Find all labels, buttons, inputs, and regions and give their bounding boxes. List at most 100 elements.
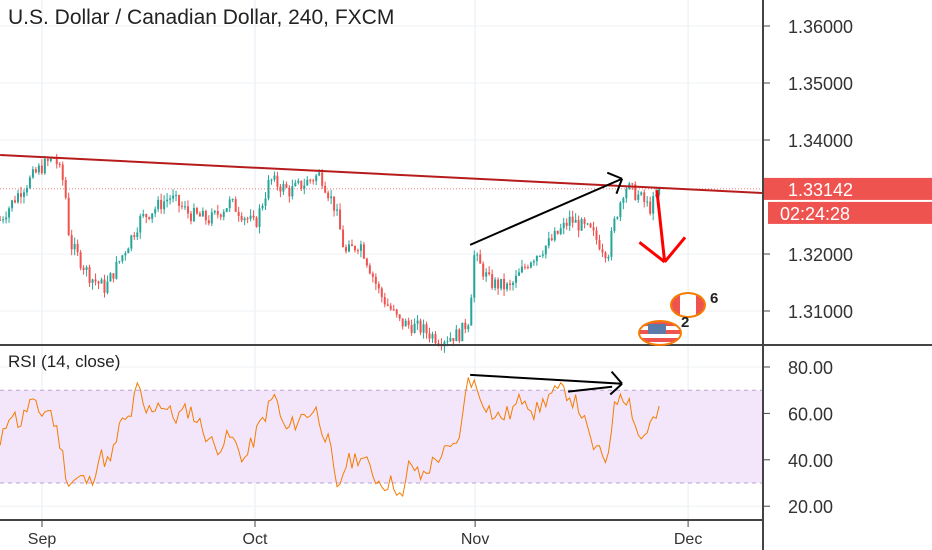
candle-body xyxy=(43,159,46,174)
candle-body xyxy=(571,216,574,223)
price-arrow[interactable] xyxy=(655,189,667,263)
candle-body xyxy=(222,211,225,217)
candle-body xyxy=(306,179,309,186)
candle-body xyxy=(31,169,34,178)
candle-body xyxy=(422,324,425,333)
rsi-divergence-line[interactable] xyxy=(470,373,623,385)
candle-body xyxy=(643,192,646,202)
rsi-title: RSI (14, close) xyxy=(8,352,121,371)
candle-body xyxy=(136,232,139,237)
candle-body xyxy=(139,216,142,233)
us-event-icon[interactable] xyxy=(638,320,682,346)
candle-body xyxy=(392,309,395,311)
candle-body xyxy=(568,216,571,226)
candle-body xyxy=(532,261,535,263)
candle-body xyxy=(312,180,315,182)
candle-body xyxy=(219,214,222,217)
candle-body xyxy=(273,175,276,180)
candle-body xyxy=(234,199,237,212)
rsi-divergence-line[interactable] xyxy=(567,385,613,393)
candle-body xyxy=(261,205,264,209)
price-arrow-head[interactable] xyxy=(638,241,666,264)
candle-body xyxy=(622,198,625,203)
candle-body xyxy=(97,281,100,284)
price-tick-label: 1.35000 xyxy=(788,74,853,94)
candle-body xyxy=(282,184,285,192)
candle-body xyxy=(58,164,61,166)
candle-body xyxy=(517,272,520,276)
candle-body xyxy=(151,213,154,219)
candle-body xyxy=(610,230,613,257)
candle-body xyxy=(509,283,512,285)
candle-body xyxy=(8,208,11,218)
candle-body xyxy=(565,222,568,226)
candle-body xyxy=(225,208,228,212)
candle-body xyxy=(371,273,374,277)
candle-body xyxy=(11,200,14,209)
candle-body xyxy=(189,213,192,222)
bar-countdown: 02:24:28 xyxy=(780,204,850,224)
candle-body xyxy=(255,217,258,227)
candle-body xyxy=(154,209,157,214)
candle-body xyxy=(249,215,252,219)
candle-body xyxy=(127,248,130,254)
price-tick-label: 1.34000 xyxy=(788,131,853,151)
candle-body xyxy=(25,187,28,193)
candle-body xyxy=(541,254,544,256)
rsi-divergence-line-head[interactable] xyxy=(610,370,623,385)
candle-body xyxy=(485,272,488,277)
candle-body xyxy=(210,212,213,224)
candle-body xyxy=(285,184,288,188)
price-tick-label: 1.36000 xyxy=(788,17,853,37)
candle-body xyxy=(240,216,243,221)
candle-body xyxy=(17,193,20,203)
candle-body xyxy=(488,272,491,275)
candle-body xyxy=(383,297,386,305)
price-arrow[interactable] xyxy=(469,177,623,246)
candle-body xyxy=(163,201,166,210)
candle-body xyxy=(34,169,37,173)
rsi-divergence-line-head[interactable] xyxy=(609,382,623,396)
candle-body xyxy=(324,185,327,193)
candle-body xyxy=(109,273,112,282)
candle-body xyxy=(121,255,124,262)
time-tick-label: Dec xyxy=(674,531,702,548)
candle-body xyxy=(88,267,91,283)
price-arrow-head[interactable] xyxy=(615,178,624,195)
candle-body xyxy=(231,199,234,201)
candle-body xyxy=(583,219,586,224)
price-axis[interactable] xyxy=(762,0,932,550)
candle-body xyxy=(5,217,8,220)
candle-body xyxy=(410,324,413,333)
candle-body xyxy=(183,206,186,208)
last-price-value: 1.33142 xyxy=(788,180,853,200)
candle-body xyxy=(49,157,52,161)
candle-body xyxy=(646,201,649,203)
candle-body xyxy=(276,175,279,187)
candle-body xyxy=(166,199,169,202)
candle-body xyxy=(589,223,592,228)
price-tick-label: 1.31000 xyxy=(788,302,853,322)
candle-body xyxy=(85,267,88,270)
price-arrow-head[interactable] xyxy=(663,236,687,263)
candle-body xyxy=(279,186,282,192)
candle-body xyxy=(237,211,240,217)
candle-body xyxy=(336,209,339,211)
rsi-tick-label: 20.00 xyxy=(788,497,833,517)
candle-body xyxy=(491,274,494,288)
resistance-trendline[interactable] xyxy=(0,153,762,195)
candle-body xyxy=(613,218,616,231)
candle-body xyxy=(318,172,321,176)
candle-body xyxy=(604,252,607,259)
candle-body xyxy=(455,329,458,342)
candle-body xyxy=(2,219,5,221)
candle-body xyxy=(124,253,127,256)
price-arrow-head[interactable] xyxy=(606,171,623,180)
candle-body xyxy=(553,230,556,241)
candle-body xyxy=(40,165,43,174)
candle-body xyxy=(130,235,133,249)
canada-event-icon[interactable] xyxy=(670,292,706,318)
candle-body xyxy=(520,266,523,273)
candle-body xyxy=(148,217,151,219)
